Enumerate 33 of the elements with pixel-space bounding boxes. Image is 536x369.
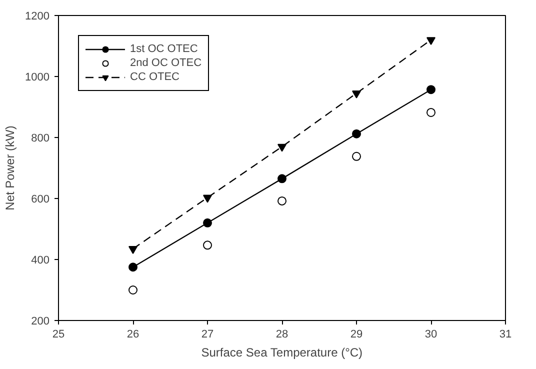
- point: [426, 37, 436, 46]
- x-tick-label: 31: [499, 328, 512, 340]
- point: [278, 144, 286, 152]
- y-tick-label: 800: [31, 132, 50, 144]
- point: [128, 286, 138, 294]
- x-tick-label: 27: [201, 328, 214, 340]
- point: [278, 196, 286, 206]
- y-tick-label: 1200: [25, 10, 50, 22]
- x-axis-title: Surface Sea Temperature (°C): [201, 346, 363, 360]
- point: [352, 129, 361, 138]
- point: [203, 218, 212, 228]
- x-tick-label: 26: [126, 328, 140, 340]
- x-tick-label: 30: [424, 328, 438, 340]
- x-tick-label: 28: [276, 328, 288, 340]
- y-tick-label: 1000: [25, 72, 50, 84]
- legend-label: 2nd OC OTEC: [130, 56, 202, 70]
- point: [128, 246, 138, 254]
- point: [352, 90, 361, 98]
- point: [128, 262, 138, 272]
- x-tick-label: 25: [52, 328, 65, 340]
- point: [203, 194, 212, 203]
- point: [203, 240, 212, 250]
- point: [426, 108, 436, 117]
- y-axis-title: Net Power (kW): [3, 126, 18, 210]
- legend-label: CC OTEC: [130, 70, 180, 84]
- y-tick-label: 200: [31, 316, 50, 328]
- y-tick-label: 600: [31, 194, 50, 206]
- point: [426, 85, 436, 94]
- point: [278, 174, 286, 184]
- x-tick-label: 29: [350, 328, 363, 340]
- legend-label: 1st OC OTEC: [130, 42, 198, 56]
- y-tick-label: 400: [31, 254, 50, 266]
- point: [352, 152, 361, 161]
